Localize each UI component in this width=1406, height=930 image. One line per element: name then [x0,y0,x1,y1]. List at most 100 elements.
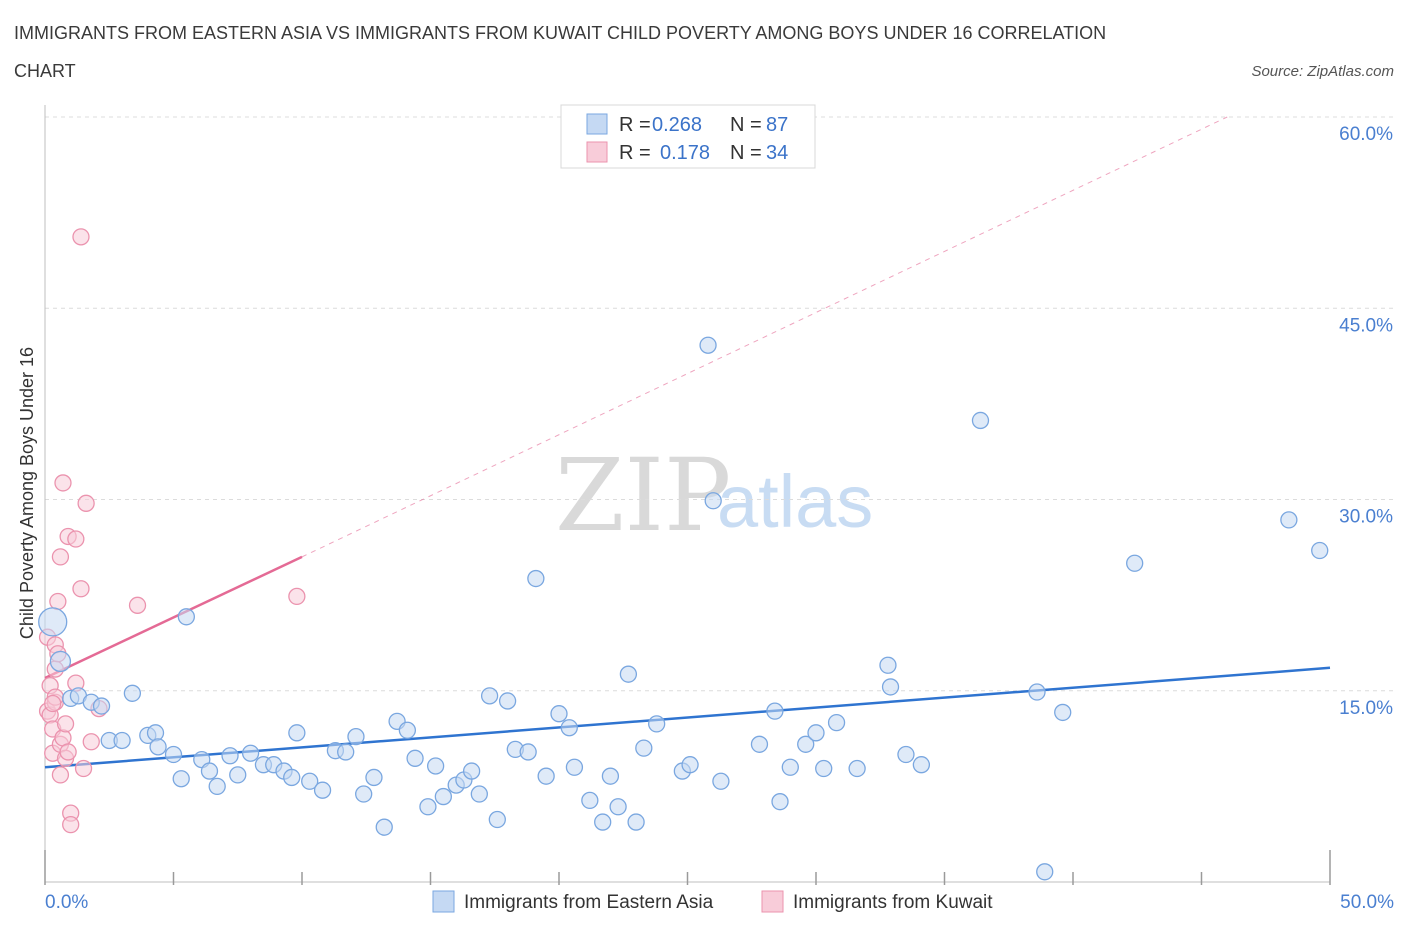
legend-n-value-1: 87 [766,114,788,136]
data-point-kuwait [82,733,100,751]
data-point-eastern-asia [1311,541,1329,560]
data-point-eastern-asia [434,787,453,806]
trend-line-0 [44,666,1331,769]
data-point-kuwait [288,587,306,606]
chart-title-line1: IMMIGRANTS FROM EASTERN ASIA VS IMMIGRAN… [14,23,1106,43]
data-point-eastern-asia [1036,863,1054,881]
data-point-eastern-asia [164,745,183,764]
data-point-kuwait [67,530,85,548]
data-point-eastern-asia [797,735,815,753]
data-point-eastern-asia [635,739,653,757]
data-point-eastern-asia [488,810,506,829]
gridlines [45,116,1395,692]
bottom-legend-label-eastern-asia: Immigrants from Eastern Asia [464,892,714,913]
data-point-eastern-asia [771,793,789,811]
data-point-eastern-asia [681,756,699,774]
x-tick-label-min: 0.0% [45,892,88,913]
watermark-zip: ZIP [555,437,731,554]
data-point-eastern-asia [38,607,68,637]
y-axis-tick-labels: 15.0% 30.0% 45.0% 60.0% [1339,124,1393,719]
y-tick-label: 60.0% [1339,124,1393,145]
y-tick-label: 30.0% [1339,507,1393,528]
data-point-eastern-asia [815,759,833,778]
data-point-eastern-asia [827,713,846,732]
bottom-legend: Immigrants from Eastern Asia Immigrants … [432,890,993,913]
legend-r-value-1: 0.268 [652,114,702,136]
data-point-kuwait [74,759,93,778]
data-point-eastern-asia [406,749,424,767]
data-point-eastern-asia [146,724,165,742]
trend-line-1 [44,555,303,680]
data-point-eastern-asia [781,758,799,776]
data-point-eastern-asia [347,728,365,746]
data-point-eastern-asia [750,735,769,753]
data-point-kuwait [128,596,147,614]
data-point-eastern-asia [208,777,226,796]
data-point-eastern-asia [609,798,627,816]
data-point-eastern-asia [619,665,638,683]
data-point-eastern-asia [229,766,247,784]
data-point-kuwait [44,694,62,713]
legend-r-label-2: R = [619,142,651,164]
data-point-eastern-asia [288,724,306,742]
data-point-eastern-asia [172,770,190,788]
data-point-eastern-asia [113,731,131,750]
data-point-eastern-asia [712,772,730,790]
x-tick-label-max: 50.0% [1340,892,1394,913]
data-point-kuwait [62,815,80,834]
data-points [38,228,1329,881]
data-point-eastern-asia [1054,703,1072,722]
data-point-eastern-asia [365,768,383,787]
data-point-eastern-asia [480,687,499,705]
data-point-eastern-asia [498,692,517,710]
legend-n-label-1: N = [730,114,762,136]
data-point-eastern-asia [1280,511,1298,529]
data-point-eastern-asia [419,798,437,816]
data-point-eastern-asia [462,762,481,780]
y-axis-label: Child Poverty Among Boys Under 16 [17,347,37,639]
data-point-eastern-asia [537,767,555,785]
data-point-eastern-asia [1028,683,1046,701]
data-point-kuwait [77,494,95,512]
legend-r-label-1: R = [619,114,651,136]
data-point-eastern-asia [550,705,568,723]
data-point-eastern-asia [565,758,584,776]
x-axis-ticks [44,850,1331,885]
data-point-eastern-asia [581,791,599,810]
data-point-eastern-asia [92,697,111,715]
chart-title-line2: CHART [14,61,76,81]
data-point-eastern-asia [149,738,167,756]
data-point-eastern-asia [470,785,488,803]
data-point-eastern-asia [1126,554,1144,572]
data-point-eastern-asia [426,757,445,775]
data-point-eastern-asia [648,715,666,733]
data-point-eastern-asia [594,813,612,831]
bottom-legend-label-kuwait: Immigrants from Kuwait [793,892,993,913]
data-point-eastern-asia [627,813,645,831]
data-point-eastern-asia [699,336,717,354]
data-point-eastern-asia [601,767,620,785]
data-point-eastern-asia [971,411,990,430]
data-point-eastern-asia [560,719,578,737]
legend-r-value-2: 0.178 [660,142,710,164]
legend-n-label-2: N = [730,142,762,164]
data-point-eastern-asia [519,743,537,761]
data-point-eastern-asia [283,768,301,787]
data-point-eastern-asia [897,745,915,764]
trend-lines [44,116,1331,769]
data-point-eastern-asia [879,656,897,674]
legend-swatch-eastern-asia [586,113,608,135]
data-point-eastern-asia [375,818,393,836]
trend-line-extension-1 [301,116,1228,558]
bottom-legend-swatch-kuwait [761,890,784,913]
data-point-kuwait [72,228,90,246]
legend-n-value-2: 34 [766,142,788,164]
data-point-eastern-asia [221,747,239,765]
data-point-eastern-asia [301,772,319,790]
legend-box: R = 0.268 N = 87 R = 0.178 N = 34 [560,104,816,169]
data-point-eastern-asia [123,684,142,702]
data-point-eastern-asia [355,785,373,803]
data-point-eastern-asia [881,678,900,696]
data-point-eastern-asia [177,608,196,626]
